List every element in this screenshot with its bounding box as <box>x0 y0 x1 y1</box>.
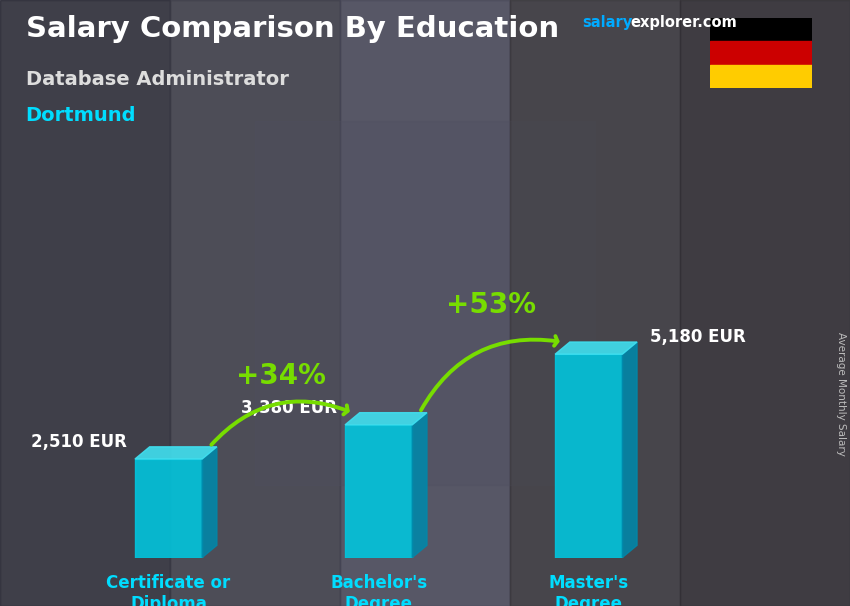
Text: 5,180 EUR: 5,180 EUR <box>649 328 745 346</box>
Bar <box>510 0 850 606</box>
Bar <box>345 425 412 558</box>
Text: Average Monthly Salary: Average Monthly Salary <box>836 332 846 456</box>
Polygon shape <box>202 447 217 558</box>
Polygon shape <box>412 413 427 558</box>
Text: salary: salary <box>582 15 632 30</box>
Bar <box>680 0 850 606</box>
Bar <box>710 41 812 65</box>
Bar <box>710 65 812 88</box>
Text: Database Administrator: Database Administrator <box>26 70 288 88</box>
Bar <box>135 459 202 558</box>
Bar <box>555 355 622 558</box>
Polygon shape <box>135 447 217 459</box>
Text: explorer.com: explorer.com <box>631 15 738 30</box>
Text: 3,380 EUR: 3,380 EUR <box>241 399 337 417</box>
Polygon shape <box>555 342 637 355</box>
Text: Salary Comparison By Education: Salary Comparison By Education <box>26 15 558 43</box>
Bar <box>710 18 812 41</box>
Bar <box>340 0 510 606</box>
Bar <box>170 0 340 606</box>
Bar <box>510 0 680 606</box>
Text: +34%: +34% <box>236 362 326 390</box>
Polygon shape <box>345 413 427 425</box>
Bar <box>0 0 170 606</box>
Bar <box>255 121 595 485</box>
Text: 2,510 EUR: 2,510 EUR <box>31 433 127 451</box>
Text: +53%: +53% <box>446 291 536 319</box>
Polygon shape <box>622 342 637 558</box>
Text: Dortmund: Dortmund <box>26 106 136 125</box>
